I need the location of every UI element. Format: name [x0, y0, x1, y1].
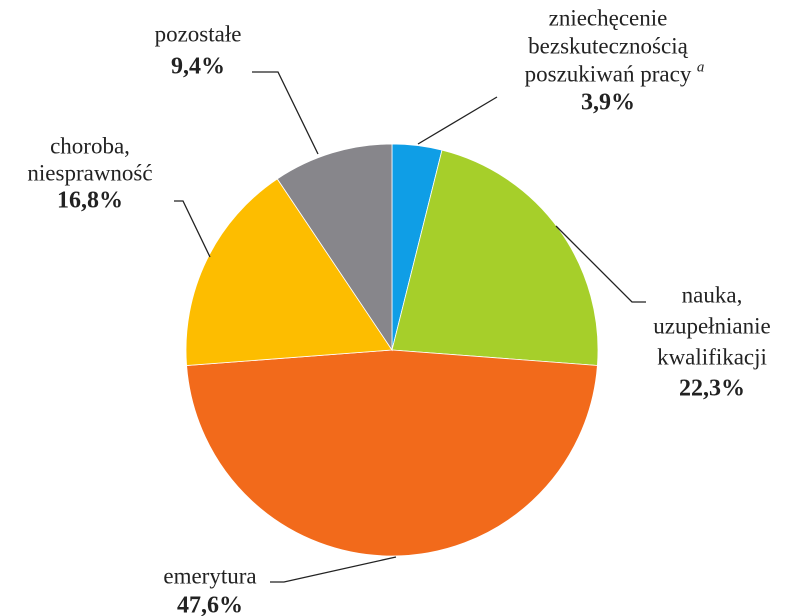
value-label: 9,4% — [171, 54, 225, 80]
leader-line — [555, 225, 646, 303]
slice-label: zniechęcenie — [549, 5, 668, 30]
slice-label: niesprawność — [27, 160, 152, 185]
slice-label: uzupełnianie — [653, 313, 771, 338]
value-label: 22,3% — [679, 376, 745, 402]
leader-line — [174, 200, 211, 258]
pie-slice — [276, 143, 393, 352]
slice-label: emerytura — [163, 563, 256, 588]
leader-line — [252, 71, 319, 155]
value-label: 3,9% — [581, 90, 635, 116]
slice-label: kwalifikacji — [657, 344, 767, 369]
leader-line — [417, 96, 498, 145]
slice-label: nauka, — [682, 282, 743, 307]
leader-line — [270, 556, 397, 583]
slice-label: poszukiwań pracy — [525, 61, 692, 86]
slice-label: choroba, — [50, 133, 130, 158]
slice-label: bezskutecznością — [528, 33, 688, 58]
slice-label: pozostałe — [155, 21, 242, 46]
pie-slice — [186, 349, 598, 557]
label-note: a — [697, 59, 705, 75]
pie-slice — [185, 178, 393, 366]
value-label: 47,6% — [177, 593, 243, 616]
value-label: 16,8% — [57, 188, 123, 214]
